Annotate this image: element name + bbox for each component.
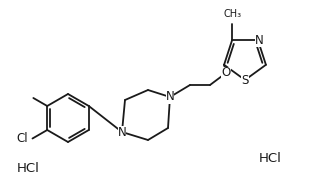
Text: Cl: Cl — [17, 132, 28, 145]
Text: N: N — [118, 126, 126, 139]
Text: HCl: HCl — [259, 151, 281, 165]
Text: HCl: HCl — [17, 162, 39, 174]
Text: N: N — [255, 34, 263, 47]
Text: CH₃: CH₃ — [223, 9, 241, 19]
Text: O: O — [222, 66, 231, 79]
Text: N: N — [166, 90, 174, 104]
Text: S: S — [241, 74, 249, 86]
